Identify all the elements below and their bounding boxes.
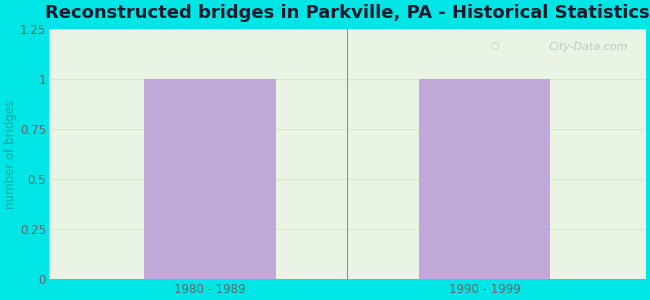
- Text: City-Data.com: City-Data.com: [549, 42, 628, 52]
- Bar: [419, 79, 551, 279]
- Y-axis label: number of bridges: number of bridges: [4, 99, 17, 208]
- Text: ○: ○: [491, 40, 499, 50]
- Bar: [144, 79, 276, 279]
- Title: Reconstructed bridges in Parkville, PA - Historical Statistics: Reconstructed bridges in Parkville, PA -…: [45, 4, 649, 22]
